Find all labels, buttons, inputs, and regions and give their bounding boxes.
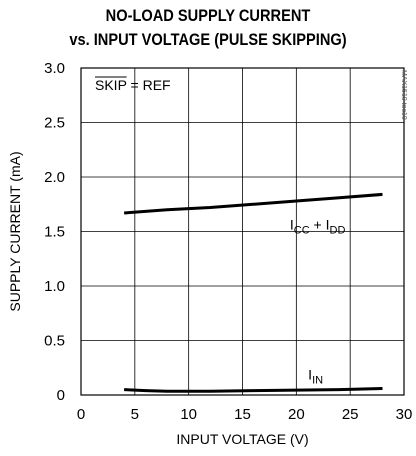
series-line-1 <box>123 192 383 215</box>
condition-overlined: SKIP <box>95 77 127 93</box>
x-tick-label: 5 <box>131 406 139 423</box>
x-tick-labels: 0 5 10 15 20 25 30 <box>77 406 413 423</box>
series-lines <box>123 192 383 393</box>
series-labels: ICC + IDD IIN <box>290 216 346 386</box>
series-label-1: ICC + IDD <box>290 216 346 236</box>
figure-code: MAX1519 toc10 <box>400 70 407 120</box>
grid-lines <box>81 68 404 395</box>
x-tick-label: 20 <box>288 406 305 423</box>
x-tick-label: 30 <box>396 406 413 423</box>
y-tick-label: 1.5 <box>44 224 65 241</box>
plot-frame <box>80 67 405 396</box>
series-label-2: IIN <box>308 367 323 387</box>
y-tick-label: 0.5 <box>44 333 65 350</box>
y-tick-label: 0 <box>57 387 65 404</box>
x-tick-label: 15 <box>234 406 251 423</box>
series-line-2 <box>124 387 383 393</box>
chart-title-line-2: vs. INPUT VOLTAGE (PULSE SKIPPING) <box>69 30 347 49</box>
condition-rest: = REF <box>127 77 171 93</box>
y-tick-labels: 0 0.5 1.0 1.5 2.0 2.5 3.0 <box>44 60 65 404</box>
y-tick-label: 2.0 <box>44 169 65 186</box>
x-tick-label: 10 <box>180 406 197 423</box>
x-axis-label: INPUT VOLTAGE (V) <box>176 431 308 447</box>
y-tick-label: 2.5 <box>44 115 65 132</box>
condition-text: SKIP = REF <box>95 77 171 93</box>
chart-title-line-1: NO-LOAD SUPPLY CURRENT <box>105 6 311 25</box>
y-tick-label: 1.0 <box>44 278 65 295</box>
condition-annotation: SKIP = REF <box>95 76 171 93</box>
y-tick-label: 3.0 <box>44 60 65 77</box>
x-tick-label: 25 <box>342 406 359 423</box>
y-axis-label: SUPPLY CURRENT (mA) <box>7 151 23 311</box>
x-tick-label: 0 <box>77 406 85 423</box>
